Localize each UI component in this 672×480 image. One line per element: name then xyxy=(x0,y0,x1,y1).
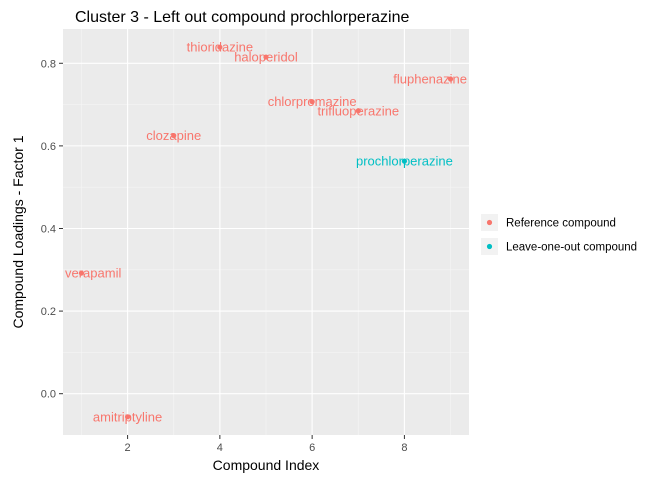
data-point xyxy=(217,44,223,50)
y-axis-title: Compound Loadings - Factor 1 xyxy=(10,135,26,328)
x-tick-label: 8 xyxy=(401,442,407,454)
point-label: trifluoperazine xyxy=(317,103,399,118)
data-point xyxy=(309,99,315,105)
data-point xyxy=(124,414,131,420)
point-label: haloperidol xyxy=(234,50,298,65)
labels-layer: verapamil amitriptyline clozapine thioridaz… xyxy=(65,40,467,425)
data-point xyxy=(401,158,408,164)
legend-dot-leave-one-out xyxy=(486,243,493,250)
chart-title: Cluster 3 - Left out compound prochlorpe… xyxy=(75,9,410,26)
x-tick-label: 4 xyxy=(217,442,223,454)
point-label: thioridazine xyxy=(187,40,254,55)
point-label: chlorpromazine xyxy=(268,94,357,109)
y-axis-ticks: 0.0 0.2 0.4 0.6 0.8 xyxy=(41,58,63,401)
y-tick-label: 0.6 xyxy=(41,141,56,153)
data-point xyxy=(78,270,85,276)
x-tick-label: 2 xyxy=(125,442,131,454)
grid-minor xyxy=(63,29,469,435)
point-label: prochlorperazine xyxy=(356,154,453,169)
y-tick-label: 0.2 xyxy=(41,306,56,318)
legend-label-reference: Reference compound xyxy=(506,218,616,230)
point-label: clozapine xyxy=(146,128,201,143)
y-tick-label: 0.0 xyxy=(41,389,56,401)
x-axis-title: Compound Index xyxy=(213,457,320,473)
grid-major xyxy=(63,29,469,435)
point-label: fluphenazine xyxy=(393,71,467,86)
points-layer xyxy=(78,44,454,420)
y-tick-label: 0.8 xyxy=(41,58,56,70)
x-tick-label: 6 xyxy=(309,442,315,454)
data-point xyxy=(355,108,361,114)
x-axis-ticks: 2 4 6 8 xyxy=(125,435,407,454)
data-point xyxy=(263,54,269,60)
legend-dot-reference xyxy=(486,219,493,226)
legend: Reference compound Leave-one-out compoun… xyxy=(481,214,637,255)
point-label: verapamil xyxy=(65,266,121,281)
point-label: amitriptyline xyxy=(93,409,162,424)
data-point xyxy=(171,132,177,139)
legend-label-leave-one-out: Leave-one-out compound xyxy=(506,242,637,254)
data-point xyxy=(447,76,454,82)
y-tick-label: 0.4 xyxy=(41,223,56,235)
